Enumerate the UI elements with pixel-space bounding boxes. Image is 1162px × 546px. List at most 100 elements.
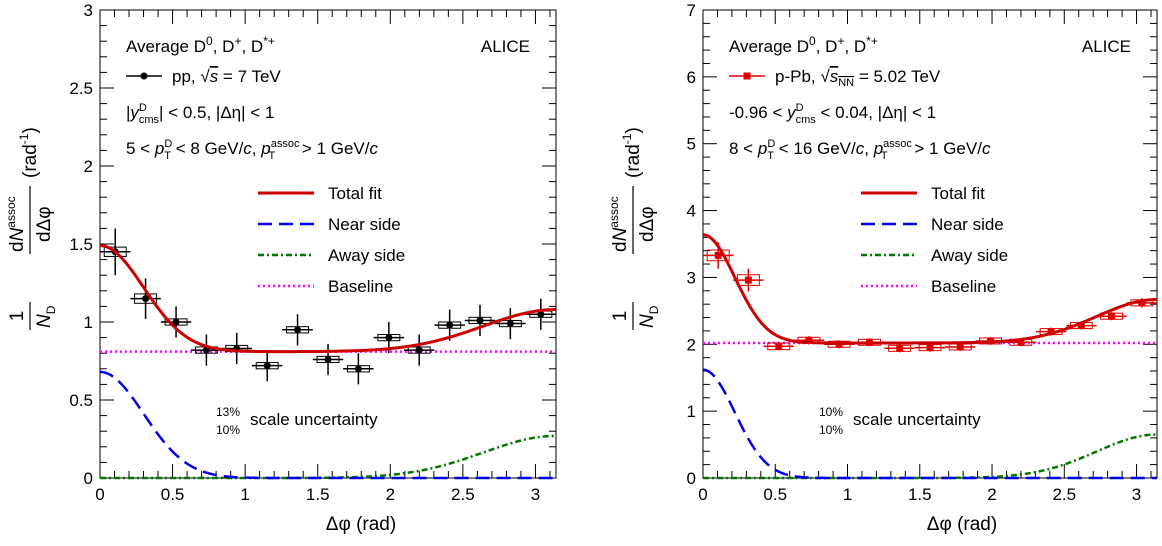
x-tick-label: 1 bbox=[240, 485, 249, 504]
data-point bbox=[251, 350, 283, 382]
legend-label: Away side bbox=[328, 246, 405, 265]
data-point bbox=[464, 304, 496, 337]
x-tick-label: 1.5 bbox=[908, 485, 932, 504]
x-tick-label: 0 bbox=[698, 485, 707, 504]
y-axis-label: 1 ND dNassoc dΔφ (rad-1) bbox=[4, 127, 58, 330]
away-side-curve bbox=[703, 433, 1158, 480]
plot-area: 0 0.5 1 1.5 2 2.5 3 0 1 2 3 4 5 6 7 bbox=[687, 1, 1158, 504]
y-label-dn: dNassoc bbox=[4, 196, 28, 252]
plot-frame bbox=[99, 9, 557, 479]
data-point bbox=[884, 344, 915, 353]
y-label-ddphi: dΔφ bbox=[637, 206, 658, 242]
scale-uncertainty-text: scale uncertainty bbox=[853, 410, 981, 429]
legend-label: Total fit bbox=[931, 184, 985, 203]
marker bbox=[1017, 338, 1025, 346]
experiment-label: ALICE bbox=[481, 37, 530, 56]
y-label-ddphi: dΔφ bbox=[34, 206, 55, 242]
marker bbox=[744, 276, 752, 284]
scale-uncertainty-up: 13% bbox=[216, 405, 240, 419]
marker bbox=[202, 346, 210, 354]
marker bbox=[446, 321, 454, 329]
y-tick-label: 3 bbox=[687, 268, 696, 287]
y-tick-label: 1 bbox=[687, 402, 696, 421]
marker bbox=[142, 295, 150, 303]
y-tick-label: 2.5 bbox=[69, 79, 93, 98]
legend-away-side: Away side bbox=[258, 246, 405, 265]
x-tick-label: 0.5 bbox=[763, 485, 787, 504]
data-point bbox=[914, 343, 946, 352]
x-tick-label: 2 bbox=[386, 485, 395, 504]
marker bbox=[775, 342, 783, 350]
x-tick-label: 0.5 bbox=[161, 485, 185, 504]
x-tick-label: 3 bbox=[531, 485, 540, 504]
scale-uncertainty: 10% 10% scale uncertainty bbox=[819, 405, 981, 437]
y-tick-label: 6 bbox=[687, 68, 696, 87]
data-legend-entry: p-Pb, √sNN = 5.02 TeV bbox=[729, 67, 941, 89]
near-side-curve bbox=[99, 370, 556, 480]
near-side-curve bbox=[702, 368, 1157, 480]
data-legend-entry: pp, √s = 7 TeV bbox=[126, 67, 281, 86]
total-fit-curve bbox=[702, 233, 1158, 345]
panel-pp: 0 0.5 1 1.5 2 2.5 3 0 0.5 1 1.5 2 2.5 3 Average D0, D… bbox=[4, 1, 557, 535]
y-label-one: 1 bbox=[610, 311, 631, 322]
y-tick-label: 4 bbox=[687, 202, 696, 221]
data-point bbox=[434, 309, 465, 341]
data-point bbox=[312, 343, 344, 376]
legend-total-fit: Total fit bbox=[861, 184, 985, 203]
y-label-unit: (rad-1) bbox=[620, 127, 644, 178]
x-axis-label: Δφ (rad) bbox=[326, 514, 396, 535]
legend-label: Baseline bbox=[328, 277, 393, 296]
data-point bbox=[525, 298, 557, 330]
y-tick-label: 2 bbox=[687, 335, 696, 354]
marker bbox=[1047, 328, 1055, 336]
x-tick-label: 0 bbox=[95, 485, 104, 504]
data-point bbox=[282, 314, 313, 346]
y-tick-label: 1 bbox=[84, 313, 93, 332]
marker bbox=[506, 320, 514, 328]
y-label-unit: (rad-1) bbox=[17, 127, 41, 178]
x-tick-label: 2.5 bbox=[451, 485, 475, 504]
y-tick-label: 5 bbox=[687, 135, 696, 154]
scale-uncertainty-up: 10% bbox=[819, 405, 843, 419]
scale-uncertainty-down: 10% bbox=[216, 423, 240, 437]
legend-label: Near side bbox=[931, 215, 1004, 234]
legend-total-fit: Total fit bbox=[258, 184, 382, 203]
data-point bbox=[160, 306, 192, 338]
legend: Average D0, D+, D*+ ALICE p-Pb, √sNN = 5… bbox=[729, 34, 1131, 437]
marker bbox=[172, 318, 180, 326]
legend-away-side: Away side bbox=[861, 246, 1008, 265]
x-tick-label: 3 bbox=[1132, 485, 1141, 504]
data-point bbox=[221, 332, 252, 365]
y-label-dn: dNassoc bbox=[607, 196, 631, 252]
marker bbox=[896, 344, 904, 352]
data-legend-label: pp, √s = 7 TeV bbox=[172, 67, 281, 86]
header-text: Average D0, D+, D*+ bbox=[729, 34, 878, 56]
x-tick-label: 2.5 bbox=[1052, 485, 1076, 504]
scale-uncertainty-down: 10% bbox=[819, 423, 843, 437]
data-legend-marker bbox=[743, 72, 751, 80]
experiment-label: ALICE bbox=[1082, 37, 1131, 56]
x-tick-label: 2 bbox=[987, 485, 996, 504]
y-tick-label: 7 bbox=[687, 1, 696, 20]
marker bbox=[415, 346, 423, 354]
data-point bbox=[343, 353, 374, 385]
y-tick-label: 1.5 bbox=[69, 235, 93, 254]
y-tick-label: 3 bbox=[84, 1, 93, 20]
x-tick-label: 1.5 bbox=[306, 485, 330, 504]
marker bbox=[805, 336, 813, 344]
legend: Average D0, D+, D*+ ALICE pp, √s = 7 TeV… bbox=[126, 34, 530, 437]
y-label-nd: ND bbox=[34, 305, 58, 328]
scale-uncertainty: 13% 10% scale uncertainty bbox=[216, 405, 378, 437]
legend-baseline: Baseline bbox=[861, 277, 996, 296]
away-side-curve bbox=[100, 434, 557, 480]
marker bbox=[294, 326, 302, 334]
cut-line-pt: 8 < pD T < 16 GeV/c, passoc T > 1 GeV/c bbox=[729, 138, 991, 162]
header-text: Average D0, D+, D*+ bbox=[126, 34, 275, 56]
y-tick-label: 2 bbox=[84, 157, 93, 176]
marker bbox=[324, 355, 332, 363]
marker bbox=[476, 316, 484, 324]
legend-near-side: Near side bbox=[861, 215, 1004, 234]
legend-baseline: Baseline bbox=[258, 277, 393, 296]
